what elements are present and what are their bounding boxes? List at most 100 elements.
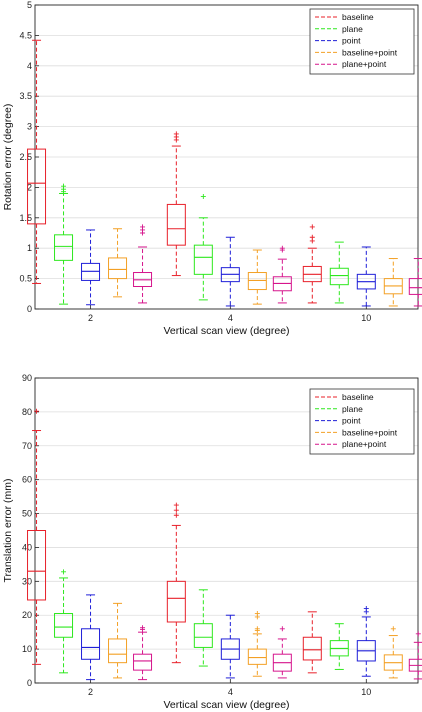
x-axis-label: Vertical scan view (degree) <box>163 325 289 337</box>
y-tick-label: 1 <box>27 243 32 253</box>
boxplot-point-4 <box>220 614 240 679</box>
boxplot-plane-point-10 <box>408 631 422 680</box>
outlier-marker <box>173 512 179 518</box>
x-tick-label: 10 <box>361 687 371 697</box>
iqr-box <box>54 234 74 261</box>
legend-box <box>309 8 415 75</box>
legend-label: baseline+point <box>342 427 398 437</box>
outlier-marker <box>200 194 206 200</box>
x-tick-label: 4 <box>228 687 233 697</box>
iqr-box <box>247 272 267 291</box>
y-tick-label: 1.5 <box>19 213 32 223</box>
x-tick-label: 4 <box>228 313 233 323</box>
boxplot-baseline-10 <box>302 224 322 304</box>
boxplot-baseline-point-4 <box>247 611 267 677</box>
iqr-box <box>54 613 74 638</box>
boxplot-plane-2 <box>54 183 74 305</box>
y-axis-label: Translation error (mm) <box>2 478 14 582</box>
boxplot-point-10 <box>356 605 376 677</box>
outlier-marker <box>254 626 260 632</box>
rotation-error-boxplot: 0 0.5 1 1.5 2 2.5 3 3.5 4 4.5 5 2 4 10 Vertical scan v… <box>2 0 422 337</box>
iqr-box <box>108 257 128 280</box>
outlier-marker <box>279 626 285 632</box>
outlier-marker <box>173 131 179 137</box>
boxplot-baseline-2 <box>27 39 47 284</box>
boxplot-plane-10 <box>329 623 349 670</box>
y-tick-label: 2.5 <box>19 152 32 162</box>
outlier-marker <box>140 224 146 230</box>
y-tick-label: 20 <box>22 610 32 620</box>
y-tick-label: 0 <box>27 304 32 314</box>
outlier-marker <box>309 234 315 240</box>
boxplot-baseline-4 <box>166 131 186 277</box>
y-tick-label: 10 <box>22 644 32 654</box>
legend-label: point <box>342 416 361 426</box>
iqr-box <box>247 648 267 665</box>
boxplot-plane-point-10 <box>408 258 422 307</box>
iqr-box <box>193 244 213 275</box>
legend-label: baseline <box>342 12 374 22</box>
iqr-box <box>166 203 186 246</box>
y-axis-label: Rotation error (degree) <box>2 104 14 211</box>
x-axis-label: Vertical scan view (degree) <box>163 699 289 711</box>
legend-label: plane <box>342 24 363 34</box>
y-tick-label: 0 <box>27 678 32 688</box>
boxplot-plane-point-4 <box>272 245 292 304</box>
axes-frame <box>34 4 419 310</box>
boxplot-point-10 <box>356 246 376 307</box>
y-tick-label: 80 <box>22 407 32 417</box>
outlier-marker <box>254 611 260 617</box>
y-tick-label: 0.5 <box>19 274 32 284</box>
outlier-marker <box>279 245 285 251</box>
boxplot-plane-2 <box>54 569 74 674</box>
boxplot-baseline-4 <box>166 502 186 664</box>
legend-label: baseline+point <box>342 47 398 57</box>
boxplot-plane-point-2 <box>133 224 153 304</box>
outlier-marker <box>61 183 67 189</box>
iqr-box <box>193 623 213 648</box>
y-tick-label: 5 <box>27 0 32 10</box>
outlier-marker <box>415 631 421 637</box>
iqr-box <box>408 278 422 295</box>
y-tick-label: 90 <box>22 373 32 383</box>
legend-label: baseline <box>342 392 374 402</box>
y-tick-label: 30 <box>22 576 32 586</box>
legend-label: point <box>342 36 361 46</box>
legend-label: plane+point <box>342 439 387 449</box>
boxplot-plane-4 <box>193 589 213 667</box>
y-tick-label: 40 <box>22 542 32 552</box>
outlier-marker <box>61 569 67 575</box>
boxplot-plane-point-2 <box>133 625 153 681</box>
boxplot-baseline-point-10 <box>383 626 403 679</box>
iqr-box <box>81 262 101 281</box>
y-tick-label: 4 <box>27 61 32 71</box>
y-tick-label: 3.5 <box>19 91 32 101</box>
boxplot-baseline-point-4 <box>247 249 267 305</box>
y-tick-label: 3 <box>27 122 32 132</box>
boxplot-baseline-point-2 <box>108 228 128 298</box>
iqr-box <box>81 628 101 660</box>
boxplot-plane-point-4 <box>272 626 292 679</box>
y-tick-label: 60 <box>22 475 32 485</box>
x-tick-label: 10 <box>361 313 371 323</box>
iqr-box <box>166 580 186 623</box>
outlier-marker <box>309 224 315 230</box>
outlier-marker <box>140 625 146 631</box>
boxplot-baseline-point-10 <box>383 258 403 307</box>
iqr-box <box>133 653 153 671</box>
iqr-box <box>108 638 128 664</box>
y-tick-label: 50 <box>22 509 32 519</box>
boxplot-plane-4 <box>193 194 213 301</box>
legend-box <box>309 388 415 455</box>
iqr-box <box>329 267 349 286</box>
boxplot-point-4 <box>220 236 240 307</box>
y-tick-label: 70 <box>22 441 32 451</box>
boxplot-point-2 <box>81 594 101 681</box>
boxplot-baseline-10 <box>302 611 322 674</box>
x-tick-label: 2 <box>88 687 93 697</box>
y-tick-label: 2 <box>27 182 32 192</box>
iqr-box <box>302 636 322 661</box>
